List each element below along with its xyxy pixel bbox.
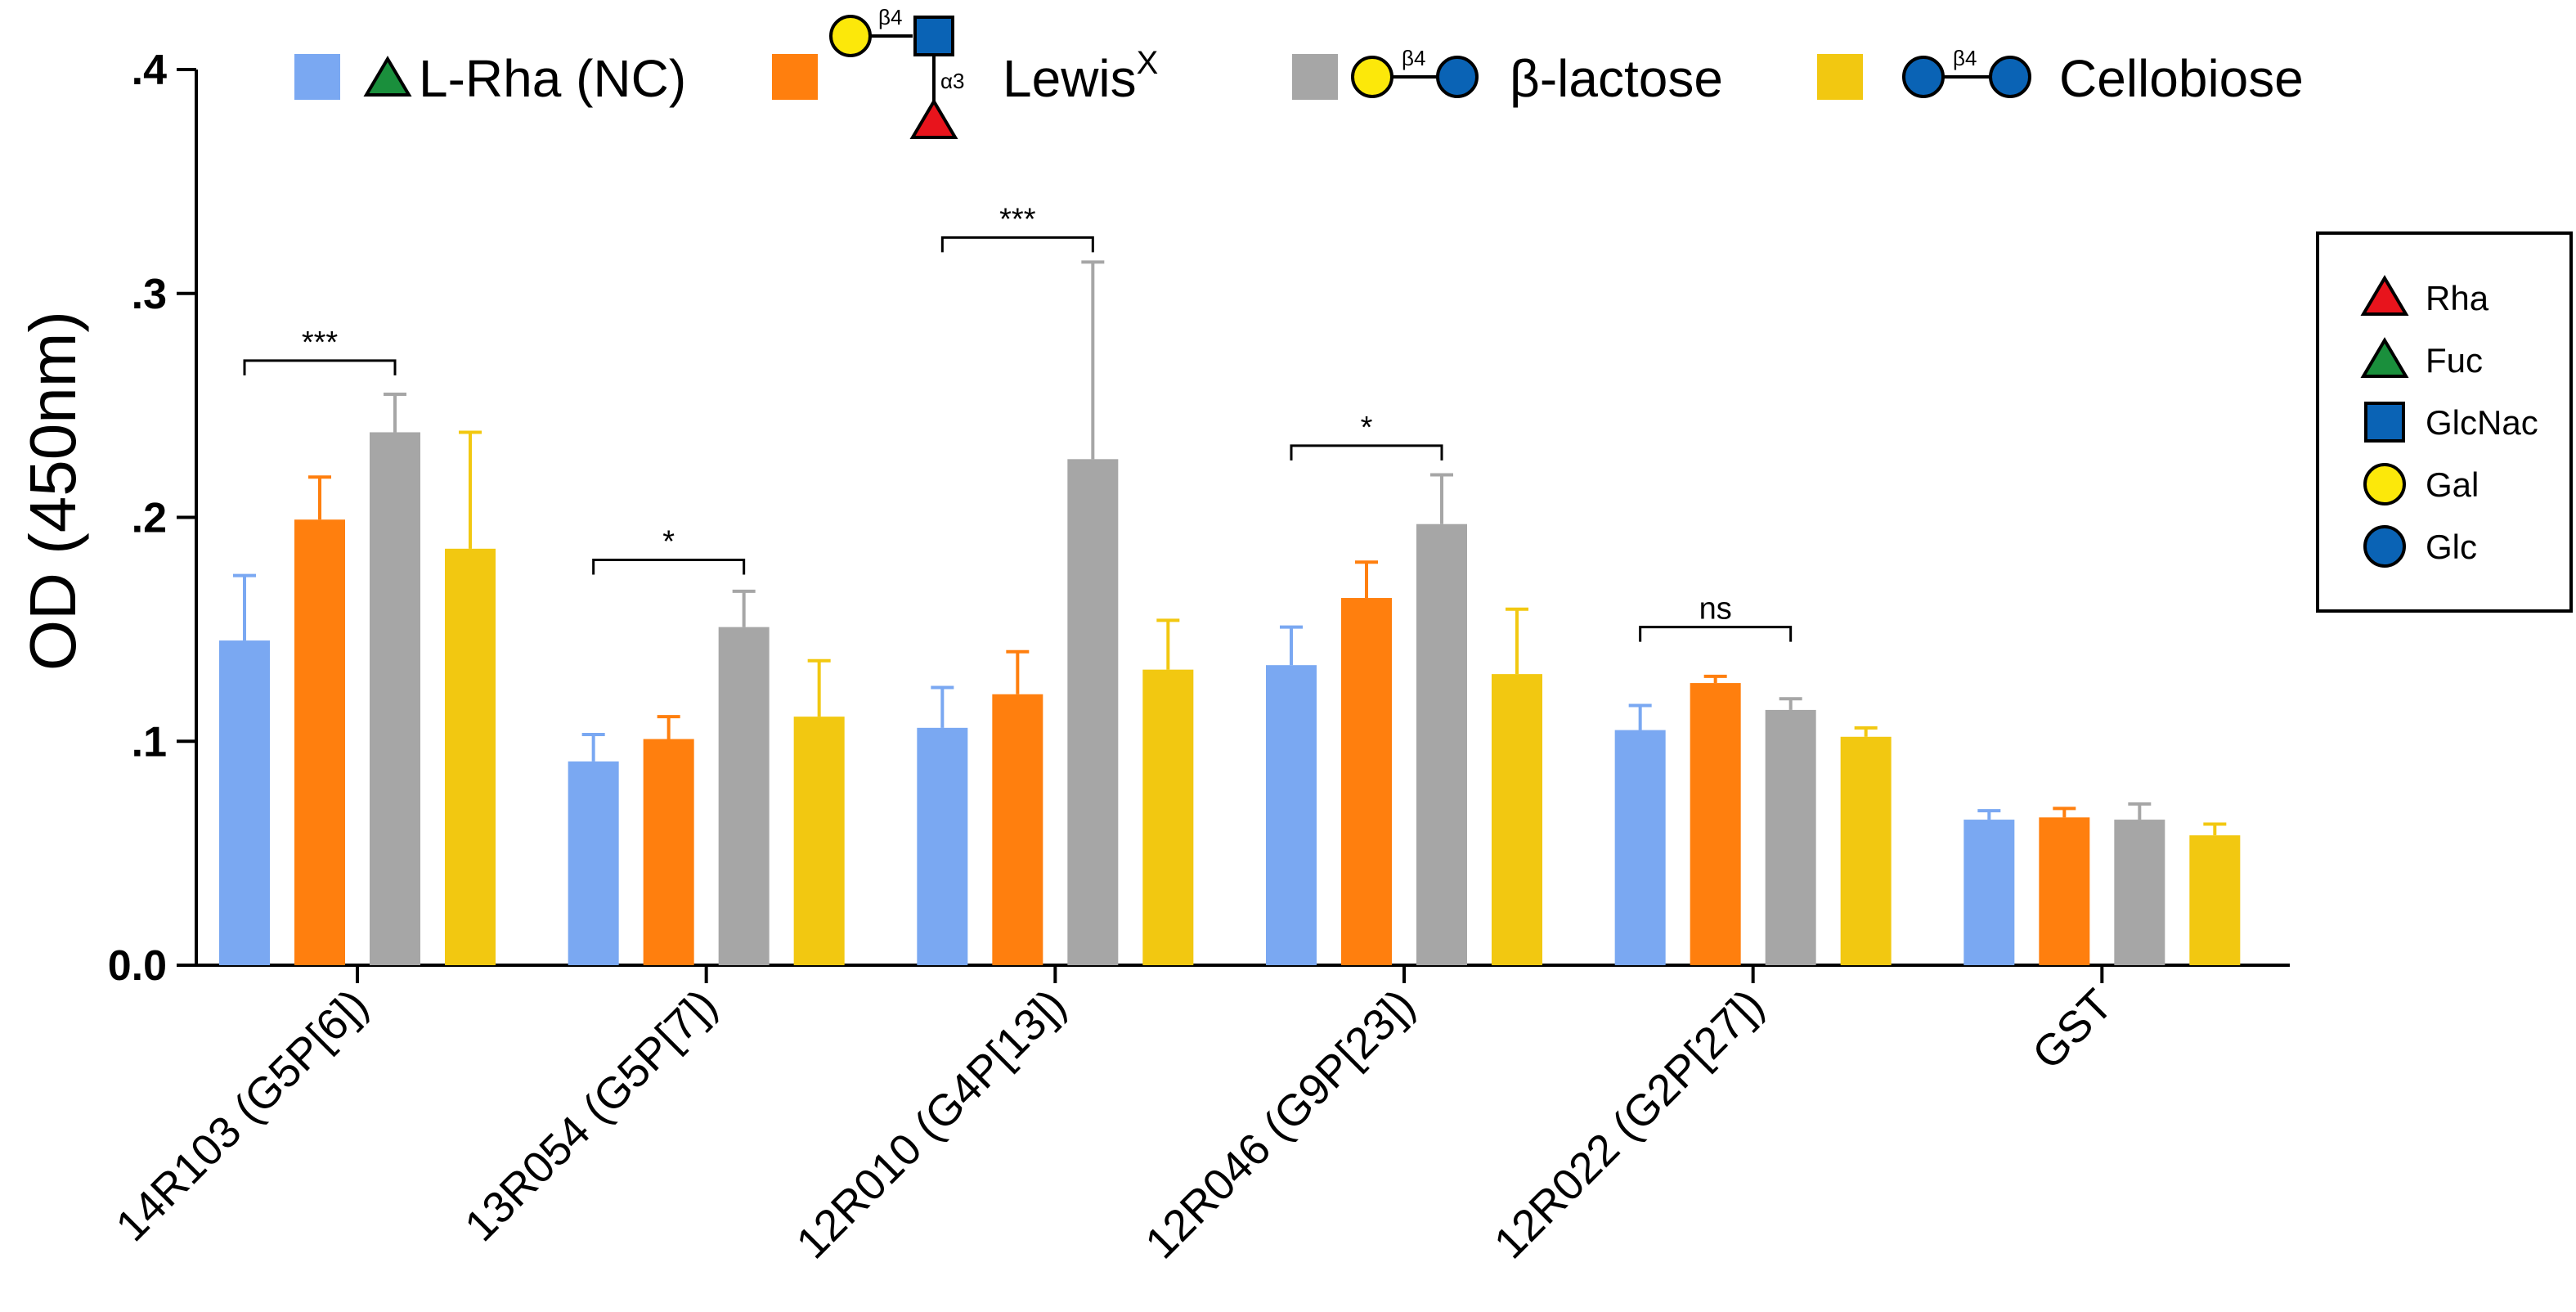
x-tick-labels: 14R103 (G5P[6]) 13R054 (G5P[7]) 12R010 (G4… [106,965,2122,1268]
y-tick-label: .3 [132,271,167,318]
bar [2189,835,2241,965]
gal-circle-icon [829,15,872,57]
bar [1614,730,1666,965]
bar [219,640,270,965]
symbol-key: Rha Fuc GlcNac Gal Glc [2316,231,2573,613]
significance-label: *** [302,326,339,360]
bar [1840,736,1892,965]
rha-triangle-icon [2360,275,2409,316]
significance-label: *** [999,202,1036,236]
axes: 0.0 .1 .2 .3 .4 [108,47,2290,990]
glc-circle-icon [1989,56,2031,98]
legend-label: β-lactose [1510,49,1723,108]
linkage-label: β4 [1402,46,1425,70]
linkage-label: α3 [940,69,965,93]
legend-swatch [1292,54,1338,100]
x-tick-label: 13R054 (G5P[7]) [456,980,726,1251]
glcnac-square-icon [913,16,954,56]
significance-bracket [243,359,397,375]
bar [294,519,345,965]
y-tick-label: .2 [132,495,167,542]
bar [1492,674,1542,965]
y-axis-label: OD (450nm) [16,311,89,671]
symbol-key-label: Gal [2426,465,2479,504]
y-tick-label: .1 [132,718,167,766]
gal-circle-icon [1351,56,1393,98]
legend-label: LewisX [1003,45,1158,108]
glc-circle-icon [2363,525,2406,568]
significance-bracket [1290,444,1443,461]
glc-circle-icon [1436,56,1479,98]
bar [1416,523,1467,965]
rha-triangle-icon [909,98,958,139]
y-tick-label: 0.0 [108,942,167,990]
legend-swatch [772,54,818,100]
legend-swatch [294,54,340,100]
fuc-triangle-icon [363,56,412,97]
bar [2039,817,2090,965]
significance-label: * [1361,411,1373,445]
bar [1142,669,1194,965]
significance-brackets: ********ns [243,202,1793,642]
bars [219,260,2241,965]
legend-swatch [1817,54,1863,100]
symbol-key-label: Rha [2426,279,2489,317]
x-tick-label: 14R103 (G5P[6]) [106,980,377,1251]
symbol-key-label: GlcNac [2426,403,2538,442]
significance-label: ns [1699,592,1732,627]
x-tick-label: 12R046 (G9P[23]) [1136,980,1424,1268]
bar [718,627,770,965]
bar [793,717,845,965]
bar [1690,683,1741,965]
bar [1341,598,1392,965]
bar [917,727,968,965]
significance-bracket [940,236,1094,253]
bar [568,761,619,965]
bar [992,694,1043,965]
bar [2114,820,2165,965]
bar [1266,665,1317,965]
bar [370,432,420,965]
legend-label-superscript: X [1137,45,1159,81]
symbol-key-label: Glc [2426,528,2477,566]
bar [1067,459,1119,965]
linkage-label: β4 [1953,46,1977,70]
significance-bracket [1639,626,1793,642]
symbol-key-frame [2316,231,2573,613]
y-tick-label: .4 [132,47,167,94]
glc-circle-icon [1902,56,1945,98]
bar [445,548,496,965]
glcnac-square-icon [2364,402,2405,443]
legend: L-Rha (NC) β4 α3 LewisX β4 β-lactose β4 Cellobi… [294,5,2304,139]
fuc-triangle-icon [2360,337,2409,378]
significance-bracket [592,559,746,575]
legend-label: Cellobiose [2059,49,2304,108]
bar [1765,709,1816,965]
bar [1963,820,2015,965]
symbol-key-label: Fuc [2426,341,2483,380]
gal-circle-icon [2363,463,2406,505]
linkage-label: β4 [878,5,902,29]
x-tick-label: GST [2023,980,2122,1079]
x-tick-label: 12R010 (G4P[13]) [788,980,1075,1268]
bar [643,739,694,965]
x-tick-label: 12R022 (G2P[27]) [1485,980,1773,1268]
legend-label: L-Rha (NC) [419,49,686,108]
significance-label: * [662,525,675,559]
